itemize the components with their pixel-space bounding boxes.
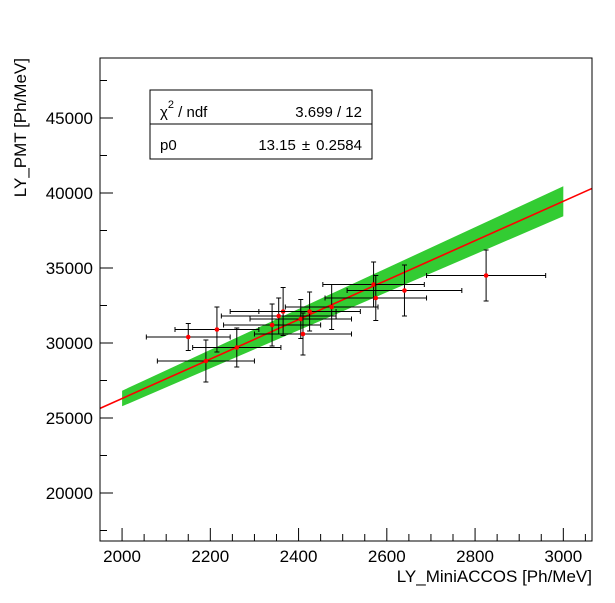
- y-tick-label: 40000: [46, 184, 93, 203]
- data-point: [324, 275, 428, 321]
- data-point: [426, 249, 547, 302]
- y-tick-label: 35000: [46, 259, 93, 278]
- y-tick-label: 45000: [46, 109, 93, 128]
- data-point: [220, 297, 337, 335]
- p0-uncertainty: 0.2584: [316, 137, 362, 154]
- point-marker: [203, 358, 209, 364]
- point-marker: [214, 327, 220, 332]
- p0-estimate: 13.15: [258, 137, 296, 154]
- data-point: [249, 299, 353, 339]
- point-marker: [307, 309, 312, 314]
- y-tick-label: 30000: [46, 334, 93, 353]
- x-tick-label: 2400: [280, 547, 318, 566]
- data-point: [322, 261, 425, 308]
- point-marker: [269, 322, 275, 328]
- data-points: [145, 249, 547, 383]
- data-point: [156, 339, 255, 383]
- data-point: [174, 306, 260, 353]
- data-point: [253, 312, 353, 356]
- data-point: [192, 327, 282, 368]
- chi2-superscript: 2: [168, 99, 174, 111]
- data-point: [346, 264, 463, 317]
- plot-frame: [99, 57, 593, 542]
- data-point: [284, 284, 379, 330]
- chi2-label: χ2 / ndf: [160, 99, 208, 121]
- point-marker: [300, 331, 306, 337]
- y-axis: 20000 25000 30000 35000 40000 45000: [46, 80, 113, 531]
- point-marker: [234, 345, 240, 350]
- ndf-label: / ndf: [174, 104, 208, 121]
- point-marker: [276, 313, 282, 319]
- chi2-symbol: χ: [160, 104, 168, 121]
- point-marker: [371, 282, 376, 287]
- x-tick-label: 3000: [544, 547, 582, 566]
- point-marker: [402, 288, 407, 293]
- x-tick-label: 2000: [103, 547, 141, 566]
- p0-value: 13.15 ±0.2584: [258, 137, 362, 154]
- point-marker: [185, 334, 191, 340]
- x-tick-label: 2800: [456, 547, 494, 566]
- plus-minus-symbol: ±: [302, 137, 310, 154]
- confidence-band: [122, 186, 564, 407]
- chi2-value: 3.699 / 12: [295, 104, 362, 121]
- fit-stats-box: χ2 / ndf 3.699 / 12 p0 13.15 ±0.2584: [149, 89, 373, 160]
- p0-label: p0: [160, 137, 177, 154]
- x-tick-label: 2600: [368, 547, 406, 566]
- point-marker: [298, 316, 304, 322]
- point-marker: [373, 295, 379, 301]
- x-axis: 2000 2200 2400 2600 2800 3000: [99, 528, 586, 566]
- y-tick-label: 25000: [46, 409, 93, 428]
- data-point: [145, 323, 231, 351]
- x-axis-title: LY_MiniACCOS [Ph/MeV]: [397, 567, 592, 586]
- x-tick-label: 2200: [191, 547, 229, 566]
- band-area: [122, 186, 564, 407]
- data-point: [258, 291, 361, 332]
- y-tick-label: 20000: [46, 484, 93, 503]
- y-axis-title: LY_PMT [Ph/MeV]: [11, 58, 30, 197]
- point-marker: [329, 304, 334, 310]
- point-marker: [483, 273, 489, 278]
